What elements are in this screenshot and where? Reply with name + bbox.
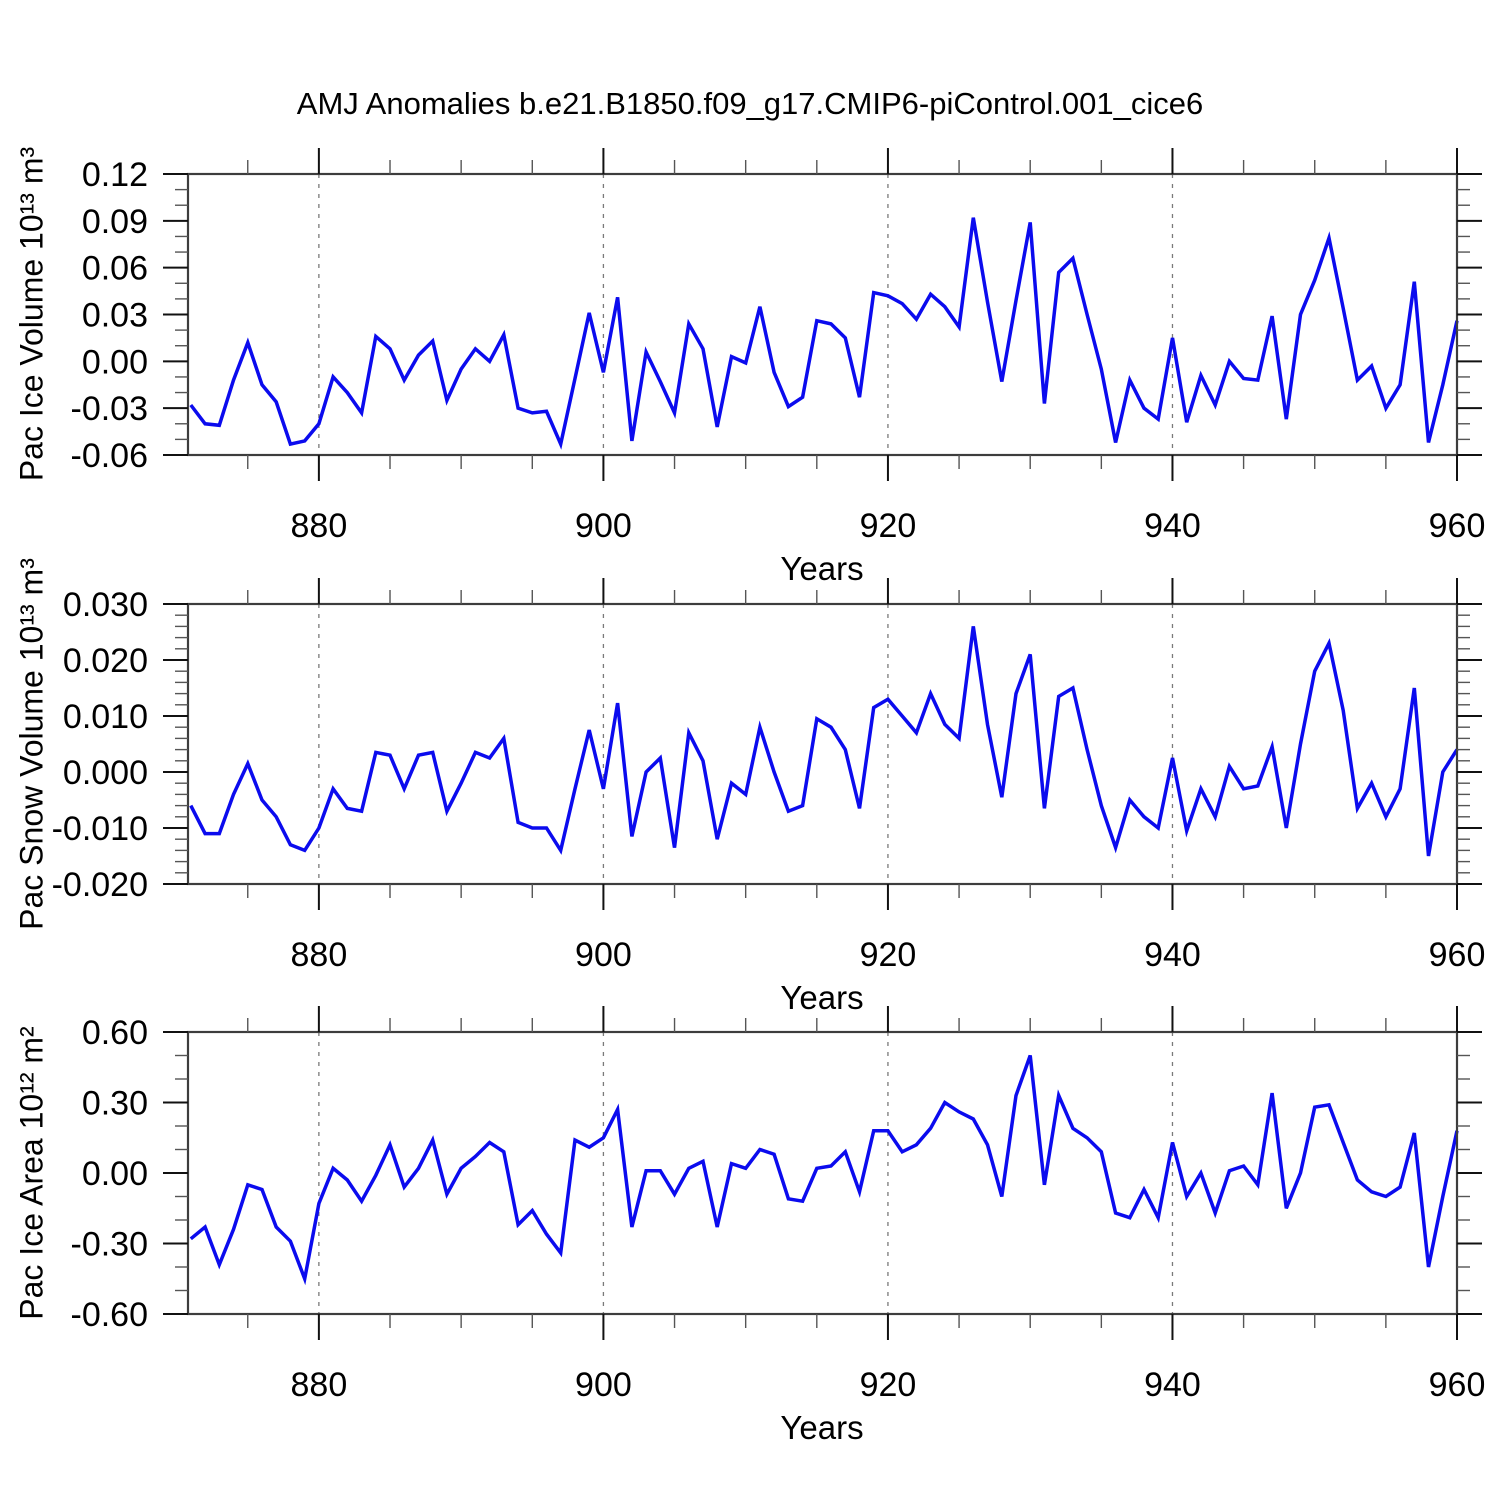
panel-2-x-tick-label-900: 900 [575,1366,632,1404]
panel-1-x-tick-label-880: 880 [291,936,348,974]
panel-2-x-tick-label-940: 940 [1144,1366,1201,1404]
panel-0-y-tick-label-0.09: 0.09 [82,203,148,241]
panel-1-y-tick-label--0.01: -0.010 [52,810,148,848]
panel-0-x-tick-label-900: 900 [575,507,632,545]
panel-0-y-tick-label--0.03: -0.03 [71,390,149,428]
panel-1-frame [186,602,1459,886]
panel-2-y-tick-label-0: 0.00 [82,1155,148,1193]
panel-2-x-tick-label-920: 920 [860,1366,917,1404]
panel-1-x-tick-label-900: 900 [575,936,632,974]
panel-1-y-tick-label-0.01: 0.010 [63,698,148,736]
panel-2-y-tick-label--0.3: -0.30 [71,1226,149,1264]
panel-0-x-tick-label-920: 920 [860,507,917,545]
panel-2-series-line-pac-ice-area [189,1054,1459,1286]
panel-0-x-tick-label-960: 960 [1429,507,1486,545]
panel-2-y-tick-label--0.6: -0.60 [71,1296,149,1334]
panel-0-series-line-pac-ice-volume [189,217,1459,450]
panel-0-y-tick-label-0: 0.00 [82,343,148,381]
panel-0-y-tick-label--0.06: -0.06 [71,437,149,475]
panel-1-y-tick-label-0.03: 0.030 [63,586,148,624]
panel-0-y-tick-label-0.12: 0.12 [82,156,148,194]
panel-1-x-tick-label-920: 920 [860,936,917,974]
panel-1-x-tick-label-940: 940 [1144,936,1201,974]
panel-2-x-tick-label-960: 960 [1429,1366,1486,1404]
x-axis-title-1: Years [780,550,864,587]
panel-2-y-tick-label-0.3: 0.30 [82,1085,148,1123]
panel-1-series-line-pac-snow-volume [189,626,1459,857]
panel-1-y-tick-label-0.02: 0.020 [63,642,148,680]
panel-1-x-tick-label-960: 960 [1429,936,1486,974]
panel-0-y-tick-label-0.03: 0.03 [82,297,148,335]
panel-1-y-tick-label-0: 0.000 [63,754,148,792]
x-axis-title-3: Years [780,1409,864,1446]
panel-1-y-tick-label--0.02: -0.020 [52,866,148,904]
panel-2-x-tick-label-880: 880 [291,1366,348,1404]
panel-0-x-tick-label-880: 880 [291,507,348,545]
panel-0-y-tick-label-0.06: 0.06 [82,250,148,288]
panel-2-y-tick-label-0.6: 0.60 [82,1014,148,1052]
panel-0-x-tick-label-940: 940 [1144,507,1201,545]
panel-0-frame [186,172,1459,457]
chart-title: AMJ Anomalies b.e21.B1850.f09_g17.CMIP6-… [296,86,1204,121]
x-axis-title-2: Years [780,979,864,1016]
